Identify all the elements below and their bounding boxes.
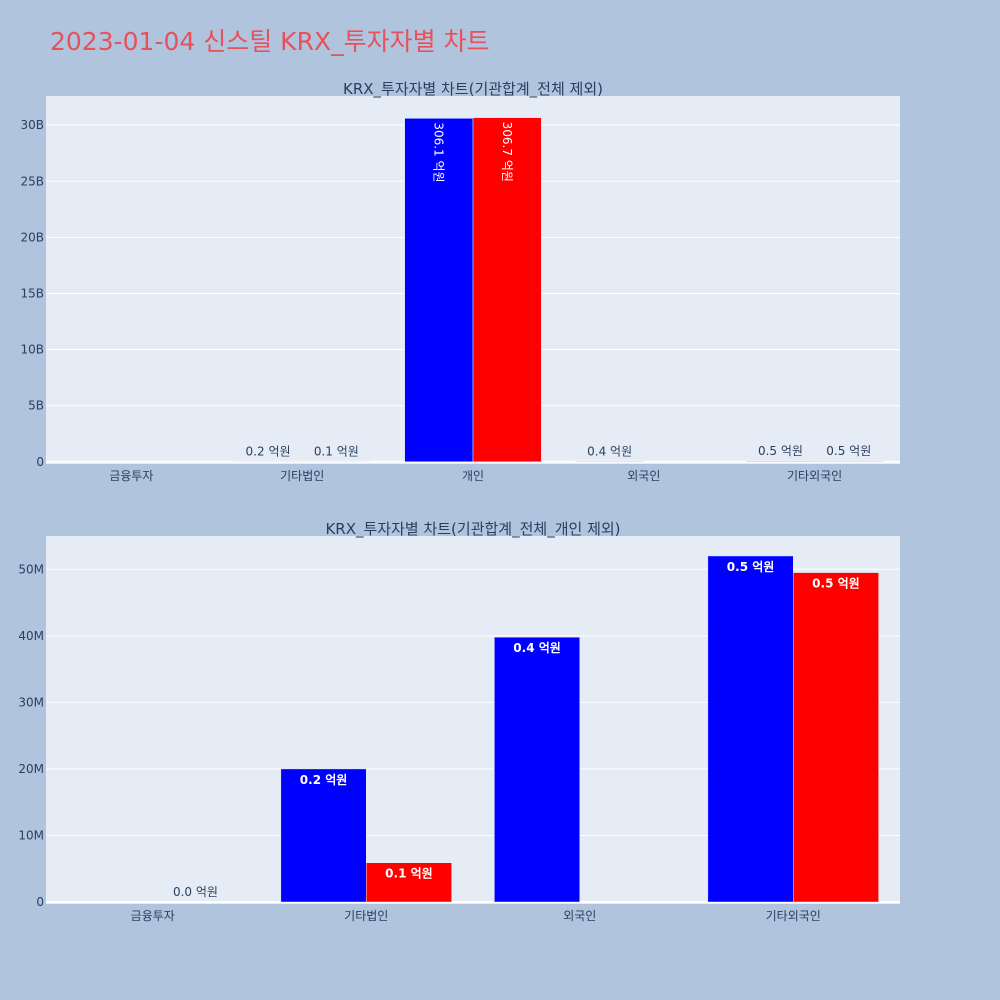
y-tick-label: 10M xyxy=(18,828,44,842)
chart-title: KRX_투자자별 차트(기관합계_전체 제외) xyxy=(343,80,603,99)
x-tick-label: 기타법인 xyxy=(344,909,388,923)
y-tick-label: 25B xyxy=(20,174,44,188)
x-tick-label: 외국인 xyxy=(627,469,660,483)
data-label: 306.7 억원 xyxy=(500,122,514,182)
bar xyxy=(746,460,815,463)
x-tick-label: 기타외국인 xyxy=(766,909,821,923)
data-label: 0.5 억원 xyxy=(812,577,860,591)
data-label: 0.5 억원 xyxy=(826,444,871,458)
y-tick-label: 30M xyxy=(18,695,44,709)
data-label: 0.2 억원 xyxy=(300,773,348,787)
y-tick-label: 15B xyxy=(20,286,44,300)
chart-title: KRX_투자자별 차트(기관합계_전체_개인 제외) xyxy=(325,520,620,539)
y-tick-label: 0 xyxy=(36,895,44,909)
data-label: 0.2 억원 xyxy=(246,445,291,459)
y-tick-label: 40M xyxy=(18,629,44,643)
data-label: 0.5 억원 xyxy=(758,444,803,458)
data-label: 306.1 억원 xyxy=(432,122,446,182)
x-tick-label: 기타법인 xyxy=(280,469,324,483)
data-label: 0.1 억원 xyxy=(314,445,359,459)
bar xyxy=(494,636,581,903)
x-tick-label: 금융투자 xyxy=(109,469,153,483)
bar xyxy=(404,118,474,463)
y-tick-label: 10B xyxy=(20,343,44,357)
data-label: 0.1 억원 xyxy=(385,867,433,881)
y-tick-label: 20M xyxy=(18,762,44,776)
bar xyxy=(366,862,452,903)
bar xyxy=(793,572,879,903)
bar xyxy=(472,117,542,463)
x-tick-label: 외국인 xyxy=(563,909,596,923)
bar xyxy=(280,768,367,903)
bar xyxy=(707,555,794,903)
data-label: 0.5 억원 xyxy=(727,560,775,574)
y-tick-label: 50M xyxy=(18,562,44,576)
chart-bottom: KRX_투자자별 차트(기관합계_전체_개인 제외) 0 10M 20M 30M 40M 5… xyxy=(18,520,900,923)
data-label: 0.4 억원 xyxy=(587,444,632,458)
data-label: 0.4 억원 xyxy=(513,641,561,655)
y-tick-label: 0 xyxy=(36,455,44,469)
bar xyxy=(814,460,884,463)
page-title: 2023-01-04 신스틸 KRX_투자자별 차트 xyxy=(50,27,490,56)
y-tick-label: 20B xyxy=(20,230,44,244)
y-tick-label: 5B xyxy=(28,399,44,413)
x-tick-label: 금융투자 xyxy=(131,909,175,923)
x-tick-label: 개인 xyxy=(462,469,484,483)
y-tick-label: 30B xyxy=(20,118,44,132)
data-label: 0.0 억원 xyxy=(173,885,218,899)
chart-top: KRX_투자자별 차트(기관합계_전체 제외) 0 5B 10B 15B 20B 25B 30… xyxy=(20,80,900,483)
x-tick-label: 기타외국인 xyxy=(787,469,842,483)
